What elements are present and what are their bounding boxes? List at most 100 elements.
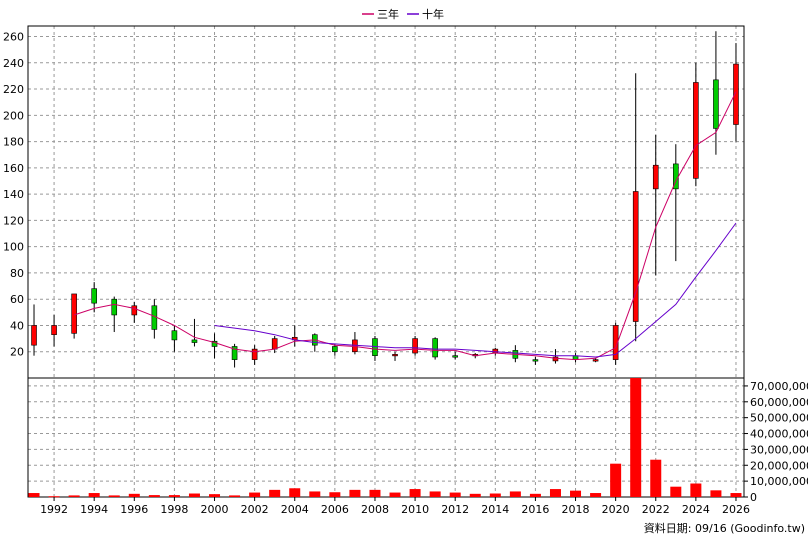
candle-body-2006 <box>332 346 338 353</box>
volume-bar-1995 <box>108 495 120 497</box>
volume-tick-label: 0 <box>750 491 757 504</box>
price-tick-label: 20 <box>10 346 24 359</box>
candle-body-2008 <box>372 338 378 356</box>
axes: 20 40 60 80 100 120 140 160 180 200 220 240 260 0 10,0… <box>3 31 808 516</box>
candle-body-1998 <box>171 330 178 341</box>
year-tick-label: 2020 <box>602 503 630 516</box>
price-tick-label: 60 <box>10 293 24 306</box>
candle-body-2020 <box>612 325 619 360</box>
year-tick-label: 2022 <box>642 503 670 516</box>
candle-body-2014 <box>492 348 499 354</box>
candle-body-2026 <box>733 63 739 125</box>
year-tick-label: 2008 <box>361 503 389 516</box>
candle-body-1994 <box>91 288 97 304</box>
legend-label-ma3: 三年 <box>377 7 399 21</box>
year-tick-label: 2010 <box>401 503 429 516</box>
volume-tick-label: 30,000,000 <box>750 443 808 456</box>
volume-bar-2026 <box>730 493 742 497</box>
candle-body-2010 <box>412 338 418 354</box>
year-tick-label: 2006 <box>321 503 349 516</box>
volume-bar-2019 <box>590 493 602 497</box>
price-tick-label: 220 <box>3 83 24 96</box>
volume-tick-label: 20,000,000 <box>750 459 808 472</box>
year-tick-label: 2016 <box>521 503 549 516</box>
volume-bar-2003 <box>269 489 281 497</box>
candle-body-1991 <box>31 325 37 346</box>
year-tick-label: 2000 <box>201 503 229 516</box>
year-tick-label: 1992 <box>40 503 68 516</box>
candle-body-2009 <box>392 354 398 357</box>
volume-bar-1998 <box>168 495 180 497</box>
year-tick-label: 2012 <box>441 503 469 516</box>
legend-label-ma10: 十年 <box>422 7 444 21</box>
volume-bar-2013 <box>469 493 481 497</box>
footer-source: 資料日期: 09/16 (Goodinfo.tw) <box>644 521 805 535</box>
year-tick-label: 2026 <box>722 503 750 516</box>
candle-body-1993 <box>71 293 77 334</box>
price-tick-label: 120 <box>3 214 24 227</box>
ma10-line <box>214 222 737 358</box>
candle-body-1999 <box>191 339 198 343</box>
volume-bar-2009 <box>389 492 401 497</box>
price-tick-label: 160 <box>3 162 24 175</box>
price-tick-label: 180 <box>3 136 24 149</box>
price-tick-label: 80 <box>10 267 24 280</box>
volume-bar-2007 <box>349 489 361 497</box>
volume-bar-2016 <box>529 493 541 497</box>
volume-bar-2002 <box>249 492 261 497</box>
price-tick-label: 240 <box>3 57 24 70</box>
price-tick-label: 100 <box>3 241 24 254</box>
candle-body-1995 <box>111 298 118 316</box>
volume-bar-2015 <box>509 491 521 497</box>
volume-bar-2000 <box>209 494 221 497</box>
year-tick-label: 2002 <box>241 503 269 516</box>
volume-bar-2012 <box>449 492 461 497</box>
volume-tick-label: 10,000,000 <box>750 475 808 488</box>
candle-body-1996 <box>131 305 138 316</box>
candle-body-1992 <box>51 325 57 335</box>
candle-body-2016 <box>532 359 539 362</box>
volume-bar-2005 <box>309 491 321 497</box>
volume-tick-label: 40,000,000 <box>750 428 808 441</box>
volume-bar-2004 <box>289 488 301 497</box>
volume-bar-2001 <box>229 495 241 497</box>
volume-bar-1996 <box>128 493 140 497</box>
candle-body-2025 <box>713 79 719 129</box>
volume-bar-2020 <box>610 463 622 497</box>
volume-bar-2022 <box>650 459 662 497</box>
candle-body-2024 <box>693 82 699 179</box>
candle-body-2002 <box>251 348 258 360</box>
volume-bar-2008 <box>369 489 381 497</box>
volume-bar-2011 <box>429 491 441 497</box>
candle-body-2001 <box>231 346 238 360</box>
volume-tick-label: 70,000,000 <box>750 380 808 393</box>
candle-body-2019 <box>592 359 599 362</box>
volume-bar-1992 <box>48 496 60 498</box>
year-tick-label: 2024 <box>682 503 710 516</box>
volume-tick-label: 50,000,000 <box>750 412 808 425</box>
volume-bar-2025 <box>710 490 722 497</box>
volume-bar-1993 <box>68 495 80 497</box>
year-tick-label: 2004 <box>281 503 309 516</box>
candle-body-2012 <box>452 355 458 358</box>
volume-bars <box>28 378 742 498</box>
volume-bar-1999 <box>188 493 200 497</box>
plot-frame <box>27 25 745 498</box>
plot-border <box>27 25 745 498</box>
year-tick-label: 1994 <box>80 503 108 516</box>
price-tick-label: 40 <box>10 319 24 332</box>
grid <box>28 26 744 497</box>
price-tick-label: 140 <box>3 188 24 201</box>
moving-averages <box>73 91 737 361</box>
candle-body-2011 <box>432 338 438 358</box>
candle-body-2007 <box>352 339 358 353</box>
price-tick-label: 260 <box>3 31 24 44</box>
volume-bar-2023 <box>670 486 682 497</box>
year-tick-label: 1996 <box>120 503 148 516</box>
year-tick-label: 2014 <box>481 503 509 516</box>
volume-bar-1991 <box>28 493 40 497</box>
volume-tick-label: 60,000,000 <box>750 396 808 409</box>
candle-body-2021 <box>632 191 639 322</box>
volume-bar-2006 <box>329 492 341 497</box>
